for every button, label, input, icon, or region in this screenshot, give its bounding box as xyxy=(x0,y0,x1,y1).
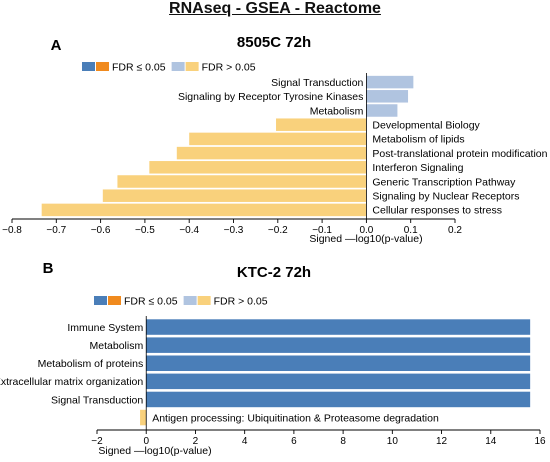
x-axis-label: Signed —log10(p-value) xyxy=(98,445,211,457)
legend-swatch xyxy=(108,296,121,305)
page-title: RNAseq - GSEA - Reactome xyxy=(169,0,381,17)
x-tick-label: −0.8 xyxy=(2,225,22,236)
x-tick-label: 0.0 xyxy=(359,225,373,236)
panel-label: B xyxy=(43,260,54,277)
bar xyxy=(149,161,367,174)
x-tick-label: −0.4 xyxy=(179,225,199,236)
x-tick-label: 10 xyxy=(387,436,399,447)
x-tick-label: −0.7 xyxy=(46,225,66,236)
legend-swatch xyxy=(96,62,109,71)
category-label: Cellular responses to stress xyxy=(372,205,502,217)
category-label: Generic Transcription Pathway xyxy=(372,176,516,188)
legend-swatch xyxy=(185,62,199,71)
legend-entry: FDR ≤ 0.05 xyxy=(82,62,166,74)
bar xyxy=(146,337,531,353)
bar xyxy=(366,104,398,117)
legend-entry: FDR ≤ 0.05 xyxy=(94,296,178,308)
legend-label: FDR > 0.05 xyxy=(214,296,268,308)
legend-swatch xyxy=(197,296,211,305)
bar xyxy=(189,132,367,146)
x-tick-label: −0.3 xyxy=(224,225,244,236)
chart-panel-b: B KTC-2 72h FDR ≤ 0.05 FDR > 0.05 Immune Sys… xyxy=(0,260,546,457)
legend-swatch xyxy=(94,296,107,305)
chart-title: KTC-2 72h xyxy=(237,264,311,281)
x-tick-label: −0.6 xyxy=(91,225,111,236)
legend-swatch xyxy=(82,62,95,71)
category-label: Immune System xyxy=(67,322,143,334)
category-label: Metabolism xyxy=(310,105,364,117)
x-tick-label: 0.1 xyxy=(404,225,418,236)
chart-panel-a: A 8505C 72h FDR ≤ 0.05 FDR > 0.05 Signal Tra… xyxy=(2,34,548,245)
category-label: Extracellular matrix organization xyxy=(0,376,143,388)
bar xyxy=(366,90,409,103)
legend: FDR ≤ 0.05 FDR > 0.05 xyxy=(94,296,268,308)
legend: FDR ≤ 0.05 FDR > 0.05 xyxy=(82,62,256,74)
panel-label: A xyxy=(51,37,62,54)
x-tick-label: 2 xyxy=(193,436,199,447)
legend-label: FDR > 0.05 xyxy=(202,62,256,74)
category-label: Metabolism of proteins xyxy=(38,358,144,370)
x-tick-label: 4 xyxy=(242,436,248,447)
legend-entry: FDR > 0.05 xyxy=(171,62,256,74)
bar xyxy=(146,391,531,408)
category-label: Antigen processing: Ubiquitination & Pro… xyxy=(152,412,439,424)
x-tick-label: 12 xyxy=(436,436,448,447)
x-tick-label: −0.5 xyxy=(135,225,155,236)
bar xyxy=(146,319,531,335)
legend-swatch xyxy=(183,296,197,305)
category-label: Post-translational protein modification xyxy=(372,148,547,160)
legend-swatch xyxy=(171,62,185,71)
bar xyxy=(276,118,367,131)
bar xyxy=(146,373,531,390)
x-tick-label: 0.2 xyxy=(448,225,462,236)
chart-title: 8505C 72h xyxy=(237,34,311,51)
bar xyxy=(146,355,531,371)
bar xyxy=(366,75,414,89)
category-label: Signal Transduction xyxy=(51,394,143,406)
x-tick-label: 0 xyxy=(143,436,149,447)
x-tick-label: −0.1 xyxy=(312,225,332,236)
x-tick-label: 6 xyxy=(291,436,297,447)
legend-entry: FDR > 0.05 xyxy=(183,296,268,308)
x-axis-label: Signed —log10(p-value) xyxy=(309,233,422,245)
legend-label: FDR ≤ 0.05 xyxy=(112,62,166,74)
bar xyxy=(41,203,367,217)
x-tick-label: −0.2 xyxy=(268,225,288,236)
category-label: Metabolism of lipids xyxy=(372,134,464,146)
x-tick-label: −2 xyxy=(91,436,103,447)
x-tick-label: 8 xyxy=(340,436,346,447)
category-label: Interferon Signaling xyxy=(372,162,463,174)
bar xyxy=(102,189,367,202)
category-label: Developmental Biology xyxy=(372,120,480,132)
bar xyxy=(176,146,367,160)
legend-label: FDR ≤ 0.05 xyxy=(124,296,178,308)
category-label: Signaling by Receptor Tyrosine Kinases xyxy=(178,91,363,103)
bar xyxy=(117,175,367,188)
category-label: Metabolism xyxy=(90,340,144,352)
x-tick-label: 16 xyxy=(534,436,546,447)
bar xyxy=(140,409,147,426)
category-label: Signaling by Nuclear Receptors xyxy=(372,191,519,203)
x-tick-label: 14 xyxy=(485,436,497,447)
category-label: Signal Transduction xyxy=(271,77,363,89)
